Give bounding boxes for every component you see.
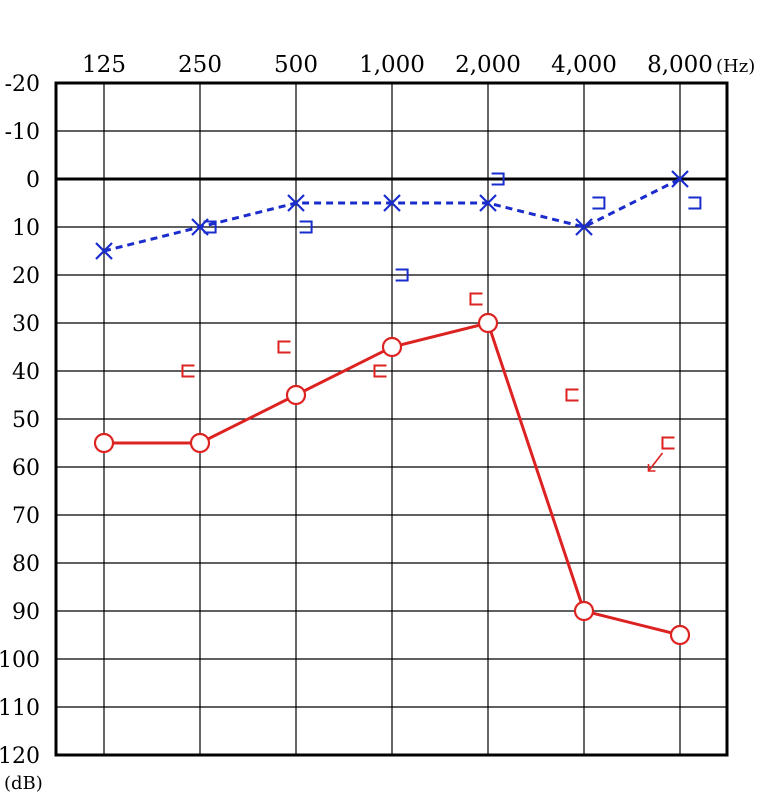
- y-tick-label: 80: [12, 552, 40, 577]
- y-tick-label: 60: [12, 456, 40, 481]
- y-tick-label: 90: [12, 600, 40, 625]
- bone-bracket-left: [469, 292, 483, 306]
- circle-marker: [477, 312, 499, 334]
- circle-marker: [573, 600, 595, 622]
- plot-border: [54, 81, 729, 757]
- bone-bracket-left: [565, 388, 579, 402]
- x-tick-label: 2,000: [455, 52, 521, 78]
- circle-marker: [93, 432, 115, 454]
- y-tick-label: 10: [12, 216, 40, 241]
- circle-marker: [285, 384, 307, 406]
- cross-marker: [479, 194, 497, 212]
- x-unit-label: (Hz): [716, 56, 755, 77]
- x-tick-label: 1,000: [359, 52, 425, 78]
- x-tick-label: 125: [82, 52, 126, 78]
- cross-marker: [671, 170, 689, 188]
- x-tick-label: 250: [178, 52, 222, 78]
- y-tick-label: 40: [12, 360, 40, 385]
- cross-marker: [575, 218, 593, 236]
- circle-marker: [669, 624, 691, 646]
- y-unit-label: (dB): [4, 773, 43, 794]
- bone-bracket-left: [277, 340, 291, 354]
- cross-marker: [95, 242, 113, 260]
- bone-bracket-left: [181, 364, 195, 378]
- y-tick-label: 120: [0, 744, 40, 769]
- x-tick-label: 4,000: [551, 52, 617, 78]
- cross-marker: [287, 194, 305, 212]
- y-tick-label: 100: [0, 648, 40, 673]
- y-tick-label: -20: [5, 72, 40, 97]
- y-tick-label: -10: [5, 120, 40, 145]
- no-response-arrowhead: [647, 464, 656, 472]
- bone-bracket-left: [661, 436, 675, 450]
- bone-bracket-right: [688, 196, 702, 210]
- y-tick-label: 110: [0, 696, 40, 721]
- no-response-arrow: [647, 452, 664, 472]
- bone-bracket-right: [203, 220, 217, 234]
- bone-bracket-right: [592, 196, 606, 210]
- y-tick-label: 70: [12, 504, 40, 529]
- y-tick-label: 20: [12, 264, 40, 289]
- circle-marker: [381, 336, 403, 358]
- bone-bracket-right: [299, 220, 313, 234]
- circle-marker: [189, 432, 211, 454]
- x-tick-label: 500: [274, 52, 318, 78]
- y-tick-label: 50: [12, 408, 40, 433]
- x-tick-label: 8,000: [647, 52, 713, 78]
- bone-bracket-left: [373, 364, 387, 378]
- bone-bracket-right: [491, 172, 505, 186]
- cross-marker: [383, 194, 401, 212]
- y-tick-label: 0: [26, 168, 40, 193]
- bone-bracket-right: [395, 268, 409, 282]
- y-tick-label: 30: [12, 312, 40, 337]
